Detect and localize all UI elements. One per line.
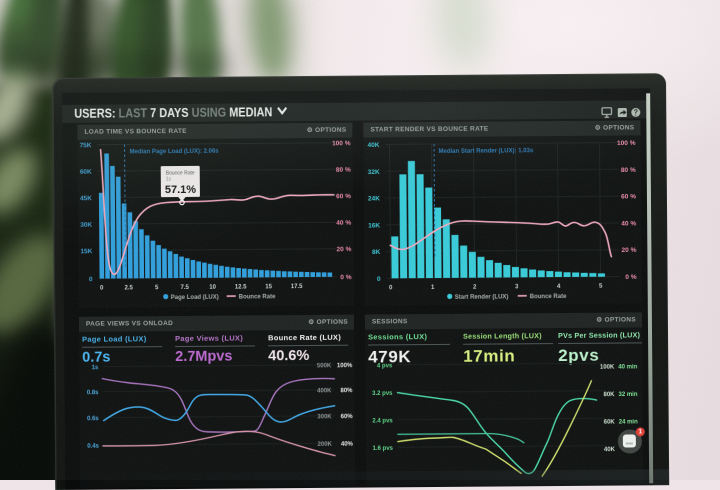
svg-text:0 %: 0 %	[340, 274, 351, 281]
svg-text:2.5: 2.5	[124, 285, 133, 291]
svg-text:60%: 60%	[341, 414, 354, 420]
svg-text:400K: 400K	[317, 388, 332, 394]
svg-text:Bounce Rate: Bounce Rate	[530, 294, 567, 300]
svg-text:40 %: 40 %	[621, 220, 636, 227]
svg-text:2: 2	[473, 285, 477, 291]
svg-text:60 %: 60 %	[621, 194, 636, 201]
svg-text:4 pvs: 4 pvs	[377, 363, 393, 369]
svg-text:0: 0	[89, 276, 93, 283]
svg-text:32K: 32K	[368, 169, 380, 176]
svg-text:0: 0	[377, 276, 381, 283]
svg-text:0 %: 0 %	[625, 274, 636, 281]
svg-text:75K: 75K	[80, 142, 92, 149]
svg-text:40K: 40K	[604, 447, 616, 453]
svg-text:40K: 40K	[368, 142, 380, 149]
svg-text:40%: 40%	[341, 442, 354, 448]
svg-text:2.4 pvs: 2.4 pvs	[372, 418, 393, 424]
svg-text:0: 0	[389, 285, 393, 291]
svg-text:40 %: 40 %	[336, 220, 351, 227]
svg-text:500K: 500K	[317, 363, 332, 369]
svg-text:200K: 200K	[318, 442, 333, 448]
svg-text:0: 0	[100, 286, 104, 292]
svg-text:Start Render (LUX): Start Render (LUX)	[455, 294, 509, 300]
svg-text:16K: 16K	[368, 222, 380, 229]
svg-text:24 min: 24 min	[619, 419, 638, 425]
svg-text:0.4s: 0.4s	[87, 444, 99, 450]
svg-text:3: 3	[515, 284, 519, 290]
svg-text:Page Load (LUX): Page Load (LUX)	[171, 295, 219, 301]
svg-text:17.5: 17.5	[291, 284, 303, 290]
svg-text:45K: 45K	[80, 195, 92, 202]
svg-text:8K: 8K	[372, 249, 381, 256]
svg-text:300K: 300K	[317, 414, 332, 420]
svg-text:1: 1	[431, 285, 435, 291]
svg-text:15: 15	[265, 284, 272, 290]
svg-text:5: 5	[599, 284, 603, 290]
svg-text:100 %: 100 %	[617, 140, 636, 147]
svg-text:20 %: 20 %	[337, 246, 352, 253]
svg-text:1s: 1s	[92, 365, 99, 371]
svg-text:1s: 1s	[166, 177, 172, 183]
svg-text:3.2 pvs: 3.2 pvs	[372, 391, 393, 397]
svg-text:Median Start Render (LUX): 1.0: Median Start Render (LUX): 1.03s	[439, 148, 534, 155]
svg-text:100 %: 100 %	[332, 140, 351, 147]
svg-text:20 %: 20 %	[622, 247, 637, 254]
svg-text:60K: 60K	[604, 420, 616, 426]
svg-text:60 %: 60 %	[336, 193, 351, 200]
svg-text:24K: 24K	[368, 196, 380, 203]
svg-text:1.6 pvs: 1.6 pvs	[373, 446, 394, 452]
svg-text:Median Page Load (LUX): 2.06s: Median Page Load (LUX): 2.06s	[130, 149, 220, 156]
svg-text:15K: 15K	[80, 248, 92, 255]
svg-text:57.1%: 57.1%	[165, 184, 197, 196]
svg-text:4: 4	[557, 284, 561, 290]
svg-text:Bounce Rate: Bounce Rate	[239, 294, 276, 300]
svg-text:40 min: 40 min	[618, 364, 637, 370]
svg-text:80K: 80K	[603, 392, 615, 398]
svg-text:5: 5	[155, 285, 159, 291]
svg-text:80 %: 80 %	[621, 167, 636, 174]
svg-text:0.6s: 0.6s	[87, 416, 99, 422]
svg-text:100K: 100K	[600, 365, 615, 371]
svg-text:80%: 80%	[340, 388, 353, 394]
svg-text:100%: 100%	[337, 363, 353, 369]
svg-text:10: 10	[209, 285, 216, 291]
svg-text:12.5: 12.5	[235, 284, 247, 290]
svg-text:30K: 30K	[80, 222, 92, 229]
svg-text:60K: 60K	[80, 169, 92, 176]
svg-text:7.5: 7.5	[180, 285, 189, 291]
svg-text:0.8s: 0.8s	[87, 390, 99, 396]
svg-text:32 min: 32 min	[618, 392, 637, 398]
svg-text:80 %: 80 %	[336, 167, 351, 174]
